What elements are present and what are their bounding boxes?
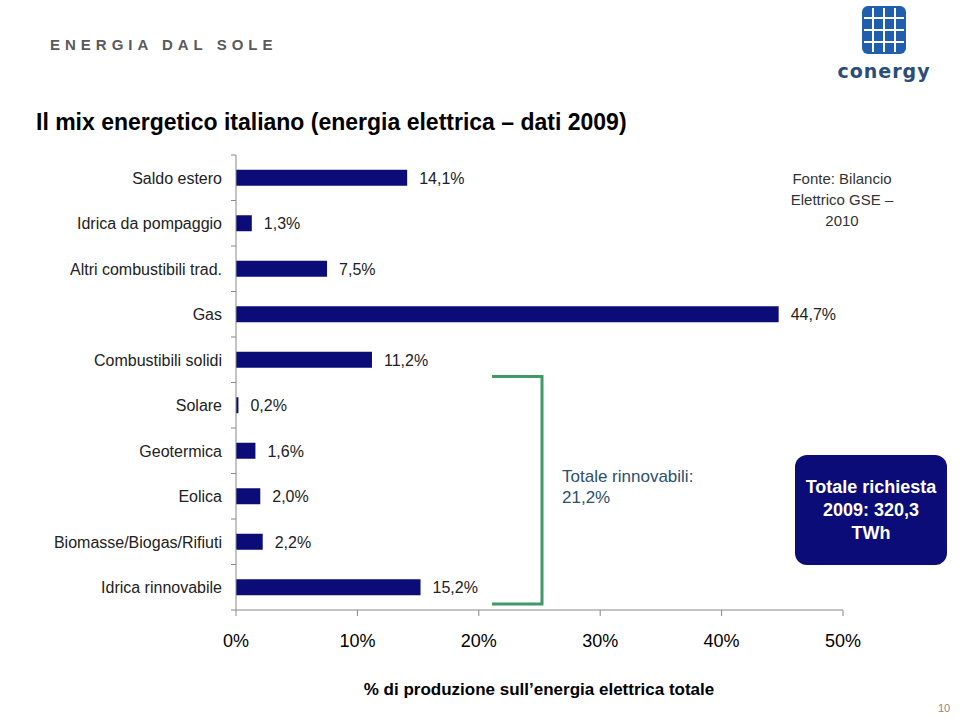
category-label: Solare — [176, 397, 222, 414]
category-tick — [231, 291, 236, 292]
logo-square — [862, 6, 906, 54]
bar — [236, 170, 407, 186]
category-label: Combustibili solidi — [94, 352, 222, 369]
x-tick-label: 10% — [339, 631, 375, 651]
logo-grid — [864, 41, 904, 43]
bar — [236, 352, 372, 368]
x-tick-label: 30% — [582, 631, 618, 651]
data-label: 0,2% — [250, 397, 286, 414]
x-tick-label: 50% — [825, 631, 861, 651]
category-tick — [231, 382, 236, 383]
x-tick-label: 20% — [461, 631, 497, 651]
data-label: 44,7% — [791, 306, 836, 323]
category-tick — [231, 473, 236, 474]
category-label: Geotermica — [139, 443, 222, 460]
bar — [236, 443, 255, 459]
data-label: 14,1% — [419, 170, 464, 187]
data-label: 7,5% — [339, 261, 375, 278]
bar — [236, 306, 779, 322]
category-tick — [231, 155, 236, 156]
brand: ENERGIA DAL SOLE — [50, 36, 278, 53]
annotation: Totale rinnovabili: 21,2% — [562, 466, 697, 508]
data-label: 1,6% — [267, 443, 303, 460]
x-axis-label: % di produzione sull’energia elettrica t… — [364, 680, 714, 699]
x-tick — [357, 610, 358, 616]
x-tick — [721, 610, 722, 616]
category-label: Eolica — [178, 488, 222, 505]
bar — [236, 488, 260, 504]
category-tick — [231, 428, 236, 429]
annotation: Fonte: Bilancio Elettrico GSE – 2010 — [772, 168, 912, 231]
canvas: ENERGIA DAL SOLE conergy Il mix energetico… — [0, 0, 960, 720]
x-tick-label: 40% — [704, 631, 740, 651]
chart-title: Il mix energetico italiano (energia elet… — [36, 109, 627, 135]
category-label: Gas — [193, 306, 222, 323]
bar — [236, 215, 252, 231]
category-label: Idrica da pompaggio — [77, 215, 222, 232]
category-label: Altri combustibili trad. — [70, 261, 222, 278]
page: ENERGIA DAL SOLE conergy Il mix energetico… — [0, 0, 960, 720]
data-label: 11,2% — [384, 352, 428, 369]
renewables-bracket — [492, 377, 542, 605]
data-label: 15,2% — [433, 579, 478, 596]
category-tick — [231, 564, 236, 565]
bars — [236, 170, 779, 596]
logo-icon — [862, 6, 906, 54]
x-tick — [478, 610, 479, 616]
annotation: Totale richiesta 2009: 320,3 TWh — [795, 455, 947, 565]
category-tick — [231, 519, 236, 520]
x-tick-label: 0% — [223, 631, 249, 651]
bar — [236, 261, 327, 277]
category-label: Saldo estero — [132, 170, 222, 187]
x-axis — [236, 610, 843, 611]
logo-grid — [894, 8, 896, 52]
category-label: Idrica rinnovabile — [101, 579, 222, 596]
x-tick — [843, 610, 844, 616]
logo-grid — [864, 29, 904, 31]
category-label: Biomasse/Biogas/Rifiuti — [54, 534, 222, 551]
category-tick — [231, 610, 236, 611]
data-label: 2,0% — [272, 488, 308, 505]
bar — [236, 534, 263, 550]
category-tick — [231, 337, 236, 338]
data-label: 1,3% — [264, 215, 300, 232]
data-label: 2,2% — [275, 534, 311, 551]
bar — [236, 579, 421, 595]
category-tick — [231, 246, 236, 247]
logo-text: conergy — [837, 60, 930, 82]
category-tick — [231, 200, 236, 201]
x-tick — [600, 610, 601, 616]
page-number: 10 — [938, 702, 950, 714]
x-tick — [236, 610, 237, 616]
